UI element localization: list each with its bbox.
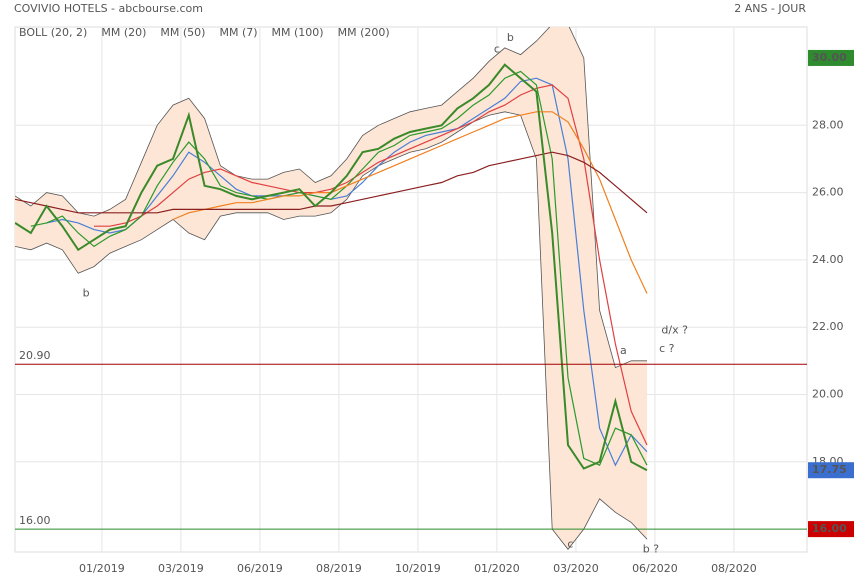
annotation: b ? <box>643 542 659 555</box>
moving-average-line <box>172 111 648 294</box>
legend-entry: MM (7) <box>219 26 257 39</box>
moving-average-line <box>94 84 648 446</box>
x-tick-label: 03/2019 <box>158 562 204 575</box>
moving-average-line <box>46 77 648 467</box>
plot <box>15 27 807 552</box>
annotation: b <box>83 287 90 300</box>
chart-subtitle: 2 ANS - JOUR <box>734 2 806 15</box>
annotation: a <box>620 344 627 357</box>
x-tick-label: 06/2019 <box>237 562 283 575</box>
y-tick-label: 28.00 <box>812 118 844 131</box>
annotation: c <box>494 43 500 56</box>
legend-entry: MM (20) <box>101 26 146 39</box>
price-marker <box>808 49 854 66</box>
chart-title: COVIVIO HOTELS - abcbourse.com <box>14 2 203 15</box>
x-tick-label: 08/2019 <box>316 562 362 575</box>
bollinger-lower <box>15 111 648 550</box>
y-tick-label: 26.00 <box>812 186 844 199</box>
bollinger-upper <box>15 27 647 369</box>
legend-entry: MM (50) <box>160 26 205 39</box>
legend-entry: BOLL (20, 2) <box>19 26 87 39</box>
level-label: 20.90 <box>19 349 51 362</box>
moving-average-line <box>30 70 648 466</box>
price-marker-label: 16.00 <box>812 522 847 535</box>
x-tick-label: 08/2020 <box>711 562 757 575</box>
annotation: b <box>507 31 514 44</box>
plot-area <box>14 26 808 553</box>
annotation: c ? <box>659 342 675 355</box>
level-label: 16.00 <box>19 514 51 527</box>
x-tick-label: 01/2020 <box>474 562 520 575</box>
x-tick-label: 10/2019 <box>395 562 441 575</box>
price-marker-label: 30.00 <box>812 51 847 64</box>
x-tick-label: 01/2019 <box>79 562 125 575</box>
annotation: c <box>567 537 573 550</box>
price-marker <box>808 462 854 479</box>
x-tick-label: 06/2020 <box>632 562 678 575</box>
x-tick-label: 03/2020 <box>553 562 599 575</box>
price-line <box>15 63 648 472</box>
y-tick-label: 24.00 <box>812 253 844 266</box>
annotation: d/x ? <box>661 324 688 337</box>
price-marker-label: 17.75 <box>812 463 847 476</box>
moving-average-line <box>15 151 648 214</box>
legend-entry: MM (200) <box>338 26 390 39</box>
y-tick-label: 22.00 <box>812 320 844 333</box>
y-tick-label: 20.00 <box>812 388 844 401</box>
price-marker <box>808 521 854 538</box>
legend-entry: MM (100) <box>272 26 324 39</box>
